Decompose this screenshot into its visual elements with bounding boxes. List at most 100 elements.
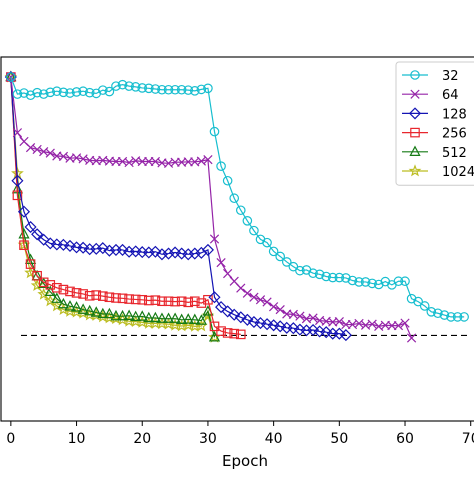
data-point-64 (406, 333, 417, 343)
series-512 (5, 70, 221, 342)
data-point-64 (137, 156, 147, 167)
data-point-32 (295, 265, 305, 276)
series-32 (6, 72, 469, 322)
data-point-64 (393, 321, 404, 331)
data-point-32 (222, 175, 233, 186)
data-point-32 (38, 89, 49, 99)
data-point-512 (51, 292, 63, 303)
data-point-32 (308, 268, 318, 279)
data-point-32 (52, 86, 62, 97)
data-point-32 (19, 88, 29, 98)
data-point-256 (25, 259, 36, 269)
data-point-256 (19, 240, 29, 250)
data-point-128 (307, 323, 320, 337)
axes: 0 10 20 30 40 50 60 70 (0, 56, 474, 447)
data-point-64 (144, 156, 154, 167)
x-tick-label: 10 (68, 431, 86, 447)
data-point-128 (234, 311, 247, 324)
data-point-64 (288, 309, 298, 319)
x-tick-label: 40 (265, 431, 283, 447)
data-point-256 (84, 290, 95, 301)
data-point-32 (117, 79, 128, 90)
data-point-512 (195, 314, 207, 325)
data-point-128 (11, 174, 24, 187)
data-point-64 (308, 313, 318, 323)
data-point-512 (189, 313, 201, 325)
data-point-128 (221, 305, 234, 318)
data-point-128 (162, 247, 175, 260)
data-point-128 (339, 329, 352, 342)
data-point-512 (84, 304, 96, 316)
data-point-64 (209, 234, 220, 244)
data-point-32 (275, 251, 286, 262)
data-point-32 (130, 82, 141, 92)
x-tick-label: 50 (330, 431, 348, 447)
data-point-512 (97, 307, 109, 319)
data-point-256 (176, 296, 187, 307)
data-point-256 (12, 190, 23, 201)
data-point-32 (176, 84, 187, 95)
series-line-32 (10, 76, 465, 318)
data-point-256 (144, 295, 154, 306)
data-point-256 (130, 294, 141, 305)
data-point-256 (91, 290, 102, 300)
data-point-256 (45, 280, 56, 290)
data-point-64 (236, 283, 246, 293)
data-point-128 (188, 247, 201, 260)
data-point-32 (65, 88, 75, 98)
data-point-512 (116, 309, 129, 321)
data-point-64 (58, 151, 69, 161)
data-point-64 (334, 317, 344, 327)
data-point-512 (162, 312, 175, 323)
data-point-32 (281, 257, 292, 267)
data-point-32 (439, 310, 450, 320)
data-point-512 (130, 310, 142, 322)
legend: 32 64 128 256 512 1024 (395, 61, 474, 186)
data-point-32 (373, 279, 384, 290)
data-point-256 (163, 296, 174, 307)
data-point-128 (96, 242, 109, 255)
data-point-128 (17, 205, 31, 218)
data-point-512 (77, 303, 89, 314)
data-point-32 (203, 83, 213, 94)
data-point-64 (242, 288, 252, 298)
data-point-256 (58, 284, 69, 295)
data-point-32 (150, 84, 161, 94)
data-point-256 (170, 296, 180, 307)
data-point-32 (354, 277, 364, 287)
data-point-32 (314, 269, 325, 280)
data-point-64 (255, 295, 266, 305)
data-point-64 (223, 268, 233, 279)
series-64 (6, 72, 417, 343)
data-point-256 (117, 293, 128, 304)
data-point-32 (242, 216, 253, 226)
data-point-32 (196, 84, 207, 95)
data-point-512 (136, 310, 148, 321)
data-point-32 (413, 296, 423, 307)
data-point-256 (216, 326, 226, 336)
legend-marker-1024 (408, 164, 422, 177)
x-tick-label: 70 (462, 431, 474, 447)
data-point-256 (157, 296, 167, 307)
data-point-128 (103, 244, 116, 257)
data-point-128 (333, 327, 346, 340)
data-point-32 (229, 193, 240, 204)
data-point-256 (104, 292, 115, 303)
x-tick-label: 20 (133, 431, 151, 447)
data-point-32 (32, 87, 42, 98)
data-point-64 (341, 319, 351, 330)
data-point-32 (360, 277, 371, 287)
data-point-64 (111, 156, 121, 167)
data-point-32 (262, 237, 272, 248)
x-tick-label: 30 (199, 431, 217, 447)
data-point-256 (183, 297, 194, 308)
data-point-64 (275, 304, 285, 315)
data-point-128 (142, 246, 155, 259)
data-point-32 (78, 86, 88, 97)
data-point-128 (116, 243, 129, 256)
series-128 (4, 70, 352, 342)
data-point-128 (274, 320, 287, 333)
data-point-512 (123, 309, 135, 321)
data-point-512 (169, 312, 181, 323)
